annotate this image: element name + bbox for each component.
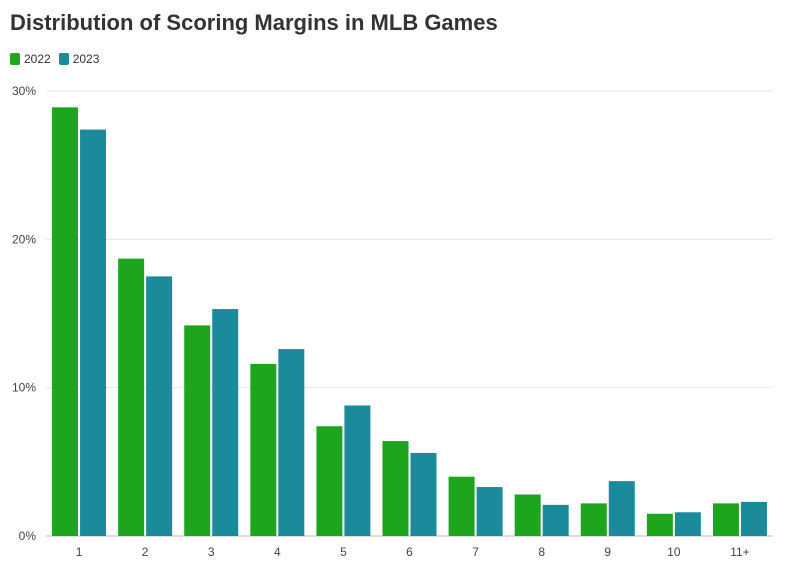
chart-title: Distribution of Scoring Margins in MLB G… xyxy=(10,10,498,35)
legend-swatch-2022 xyxy=(10,53,20,65)
bar-2023-8[interactable] xyxy=(542,504,569,536)
bar-2022-10[interactable] xyxy=(646,513,673,536)
x-tick-label-5: 5 xyxy=(340,545,347,559)
y-tick-label-20: 20% xyxy=(12,232,36,246)
y-tick-label-10: 10% xyxy=(12,381,36,395)
bar-2023-5[interactable] xyxy=(344,405,371,536)
bar-2023-9[interactable] xyxy=(608,481,635,536)
legend-item-2023[interactable]: 2023 xyxy=(58,52,100,66)
bar-2023-2[interactable] xyxy=(146,276,173,536)
x-tick-label-7: 7 xyxy=(472,545,479,559)
bar-2023-10[interactable] xyxy=(674,512,701,536)
bar-2022-6[interactable] xyxy=(382,441,409,536)
bar-2022-1[interactable] xyxy=(52,107,79,537)
bar-2022-11+[interactable] xyxy=(712,503,739,536)
bar-2023-4[interactable] xyxy=(278,349,305,536)
x-tick-label-2: 2 xyxy=(142,545,149,559)
bar-2022-3[interactable] xyxy=(184,325,211,536)
bar-2022-2[interactable] xyxy=(118,258,145,536)
x-tick-label-10: 10 xyxy=(667,545,681,559)
legend-item-2022[interactable]: 2022 xyxy=(10,52,51,66)
legend-swatch-2023 xyxy=(58,53,69,65)
bar-2023-11+[interactable] xyxy=(740,501,767,536)
bar-2022-9[interactable] xyxy=(580,503,607,536)
bar-2022-5[interactable] xyxy=(316,426,343,536)
legend-label-2023: 2023 xyxy=(72,52,100,66)
bar-2022-8[interactable] xyxy=(514,494,541,536)
y-tick-label-30: 30% xyxy=(12,84,36,98)
bar-2022-4[interactable] xyxy=(250,363,277,536)
x-tick-label-8: 8 xyxy=(538,545,545,559)
x-tick-label-6: 6 xyxy=(406,545,413,559)
bar-2023-1[interactable] xyxy=(80,129,107,537)
legend: 2022 2023 xyxy=(10,52,99,66)
y-tick-label-0: 0% xyxy=(19,529,37,543)
x-tick-label-9: 9 xyxy=(604,545,611,559)
bar-2023-3[interactable] xyxy=(212,309,239,536)
x-tick-label-11+: 11+ xyxy=(730,545,749,559)
bar-2023-7[interactable] xyxy=(476,487,503,536)
x-tick-label-3: 3 xyxy=(208,545,215,559)
legend-label-2022: 2022 xyxy=(24,52,51,66)
bar-2023-6[interactable] xyxy=(410,452,437,536)
x-tick-label-4: 4 xyxy=(274,545,281,559)
bar-2022-7[interactable] xyxy=(448,476,475,536)
x-tick-label-1: 1 xyxy=(76,545,83,559)
